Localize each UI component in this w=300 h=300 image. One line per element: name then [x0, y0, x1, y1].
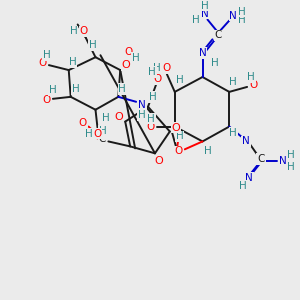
Text: H: H [88, 40, 96, 50]
Text: H: H [238, 14, 246, 25]
Text: H: H [287, 150, 295, 160]
Text: O: O [114, 112, 123, 122]
Text: O: O [163, 63, 171, 73]
Text: O: O [154, 156, 163, 166]
Text: H: H [43, 50, 51, 60]
Text: N: N [230, 11, 237, 21]
Text: H: H [72, 84, 80, 94]
Text: H: H [148, 67, 156, 77]
Text: O: O [39, 58, 47, 68]
Text: N: N [201, 9, 208, 19]
Text: H: H [238, 7, 246, 16]
Text: O: O [93, 128, 102, 139]
Text: H: H [287, 162, 295, 172]
Text: O: O [80, 26, 88, 36]
Text: N: N [245, 173, 253, 183]
Text: N: N [138, 100, 146, 110]
Text: N: N [242, 136, 250, 146]
Text: O: O [154, 74, 162, 84]
Text: H: H [153, 63, 161, 73]
Text: H: H [211, 58, 218, 68]
Text: C: C [215, 30, 222, 40]
Text: O: O [122, 60, 130, 70]
Text: H: H [204, 146, 212, 156]
Text: H: H [239, 181, 247, 191]
Text: H: H [247, 72, 255, 82]
Text: O: O [124, 47, 132, 57]
Text: O: O [147, 122, 155, 132]
Text: H: H [147, 114, 155, 124]
Text: H: H [138, 110, 146, 120]
Text: H: H [176, 131, 184, 142]
Text: H: H [69, 57, 76, 67]
Text: H: H [230, 77, 237, 87]
Text: H: H [118, 84, 126, 94]
Text: N: N [279, 156, 287, 166]
Text: C: C [99, 134, 106, 145]
Text: H: H [101, 112, 109, 123]
Text: H: H [99, 125, 106, 136]
Text: H: H [176, 75, 184, 85]
Text: H: H [149, 92, 157, 102]
Text: H: H [85, 128, 92, 139]
Text: O: O [171, 123, 180, 133]
Text: H: H [49, 85, 57, 95]
Text: H: H [230, 128, 237, 137]
Text: C: C [257, 154, 265, 164]
Text: H: H [192, 14, 200, 25]
Text: H: H [70, 26, 78, 36]
Text: H: H [132, 53, 140, 63]
Text: N: N [199, 48, 206, 58]
Text: H: H [201, 1, 208, 11]
Text: O: O [175, 146, 183, 156]
Text: O: O [79, 118, 87, 128]
Text: O: O [249, 80, 257, 90]
Text: O: O [43, 95, 51, 105]
